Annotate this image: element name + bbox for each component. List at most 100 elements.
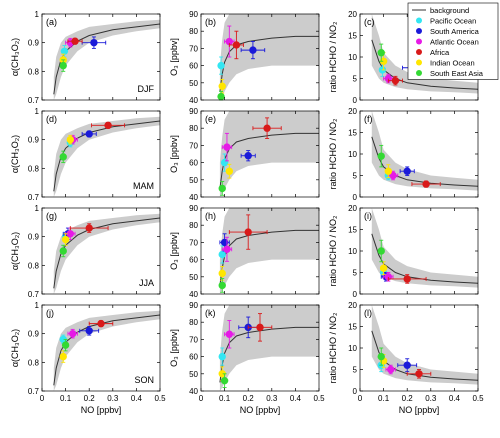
point-indian-ocean bbox=[225, 163, 234, 179]
data-point bbox=[85, 224, 93, 232]
data-point bbox=[97, 319, 105, 328]
legend-label: South East Asia bbox=[430, 69, 484, 78]
panel-letter: (g) bbox=[46, 211, 57, 221]
y-tick-label: 90 bbox=[189, 204, 198, 213]
legend-dot-swatch bbox=[416, 49, 422, 55]
y-tick-label: 70 bbox=[189, 141, 198, 150]
y-tick-label: 15 bbox=[348, 323, 357, 332]
x-tick-label: 0.3 bbox=[107, 394, 119, 403]
x-tick-label: 0.4 bbox=[131, 394, 143, 403]
y-tick-label: 0.7 bbox=[28, 193, 40, 202]
legend-dot-swatch bbox=[416, 70, 422, 76]
data-point bbox=[223, 143, 231, 151]
y-tick-label: 0.7 bbox=[28, 387, 40, 396]
background-line bbox=[371, 233, 478, 284]
y-tick-label: 0.9 bbox=[28, 233, 40, 242]
point-south-east-asia bbox=[377, 239, 385, 263]
data-point bbox=[256, 323, 264, 332]
data-point bbox=[377, 152, 385, 160]
y-tick-label: 60 bbox=[189, 159, 198, 168]
axes-box bbox=[41, 207, 161, 295]
point-africa bbox=[411, 180, 441, 188]
legend-entry-south-america: South America bbox=[416, 27, 480, 36]
x-tick-label: 0 bbox=[199, 394, 204, 403]
point-atlantic-ocean bbox=[385, 364, 396, 375]
data-point bbox=[68, 329, 77, 338]
x-tick-label: 0.3 bbox=[425, 394, 437, 403]
point-south-east-asia bbox=[61, 338, 70, 352]
x-tick-label: 0.5 bbox=[154, 394, 166, 403]
data-point bbox=[85, 327, 93, 335]
data-point bbox=[249, 46, 257, 54]
axes-box bbox=[200, 207, 320, 295]
y-tick-label: 1 bbox=[35, 204, 40, 213]
x-tick-label: 0.4 bbox=[449, 394, 461, 403]
panel-letter: (k) bbox=[205, 308, 216, 318]
y-tick-label: 0.8 bbox=[28, 67, 40, 76]
background-line bbox=[219, 326, 319, 383]
y-tick-label: 0.7 bbox=[28, 96, 40, 105]
y-tick-label: 50 bbox=[189, 370, 198, 379]
x-tick-label: 0 bbox=[40, 394, 45, 403]
point-indian-ocean bbox=[379, 261, 388, 276]
background-band bbox=[371, 305, 478, 385]
panel-letter: (i) bbox=[364, 211, 372, 221]
x-axis-label: NO [ppbv] bbox=[399, 405, 440, 415]
panel-j: 0 0.1 0.2 0.3 0.4 0.5 NO [ppbv] 0.7 0.8 0.9 1 α(CH₃… bbox=[10, 301, 166, 415]
y-tick-label: 60 bbox=[189, 62, 198, 71]
data-point bbox=[59, 352, 67, 361]
background-band bbox=[219, 208, 319, 294]
data-point bbox=[218, 184, 226, 193]
data-point bbox=[263, 124, 271, 132]
point-south-east-asia bbox=[59, 150, 67, 164]
point-africa bbox=[228, 214, 268, 250]
point-south-america bbox=[81, 130, 97, 138]
panel-letter: (b) bbox=[205, 17, 216, 27]
point-africa bbox=[387, 274, 427, 284]
legend-label: Pacific Ocean bbox=[430, 17, 476, 26]
y-tick-label: 1 bbox=[35, 107, 40, 116]
x-tick-label: 0.1 bbox=[219, 394, 231, 403]
y-axis-label: ratio HCHO / NO₂ bbox=[328, 312, 338, 384]
data-point bbox=[220, 376, 229, 385]
point-atlantic-ocean bbox=[221, 132, 233, 162]
data-point bbox=[59, 153, 67, 161]
panel-d: 0.7 0.8 0.9 1 α(CH₃O₂) (d) MAM bbox=[10, 107, 161, 202]
y-tick-label: 10 bbox=[348, 150, 357, 159]
season-label: MAM bbox=[133, 181, 154, 191]
axes-box bbox=[41, 13, 161, 101]
point-pacific-ocean bbox=[218, 245, 226, 264]
y-axis-label: α(CH₃O₂) bbox=[10, 38, 20, 76]
y-tick-label: 0 bbox=[353, 96, 358, 105]
y-tick-label: 0 bbox=[353, 387, 358, 396]
y-tick-label: 15 bbox=[348, 129, 357, 138]
point-africa bbox=[67, 37, 83, 45]
point-africa bbox=[69, 223, 109, 233]
point-south-america bbox=[219, 233, 230, 252]
axes-box bbox=[200, 13, 320, 101]
point-atlantic-ocean bbox=[224, 320, 235, 349]
panel-letter: (l) bbox=[364, 308, 372, 318]
legend-label: Africa bbox=[430, 48, 450, 57]
data-point bbox=[217, 61, 225, 70]
data-point bbox=[225, 330, 234, 338]
y-tick-label: 10 bbox=[348, 53, 357, 62]
panel-i: 0 5 10 15 20 ratio HCHO / NO₂ (i) bbox=[328, 204, 479, 299]
panel-l: 0 0.1 0.2 0.3 0.4 0.5 NO [ppbv] 0 5 10 15 20 ratio H… bbox=[328, 301, 484, 415]
data-point bbox=[377, 352, 385, 361]
data-point bbox=[85, 130, 93, 138]
legend-entry-south-east-asia: South East Asia bbox=[416, 69, 484, 78]
data-point bbox=[71, 37, 79, 45]
y-tick-label: 0 bbox=[353, 290, 358, 299]
background-line bbox=[219, 132, 319, 189]
legend-label: Atlantic Ocean bbox=[430, 38, 479, 47]
x-tick-label: 0.2 bbox=[243, 394, 255, 403]
y-tick-label: 0.9 bbox=[28, 136, 40, 145]
legend-entry-indian-ocean: Indian Ocean bbox=[416, 59, 475, 68]
point-pacific-ocean bbox=[218, 347, 226, 366]
data-point bbox=[403, 167, 411, 175]
y-tick-label: 5 bbox=[353, 75, 358, 84]
season-label: SON bbox=[134, 375, 154, 385]
data-point bbox=[218, 82, 226, 90]
